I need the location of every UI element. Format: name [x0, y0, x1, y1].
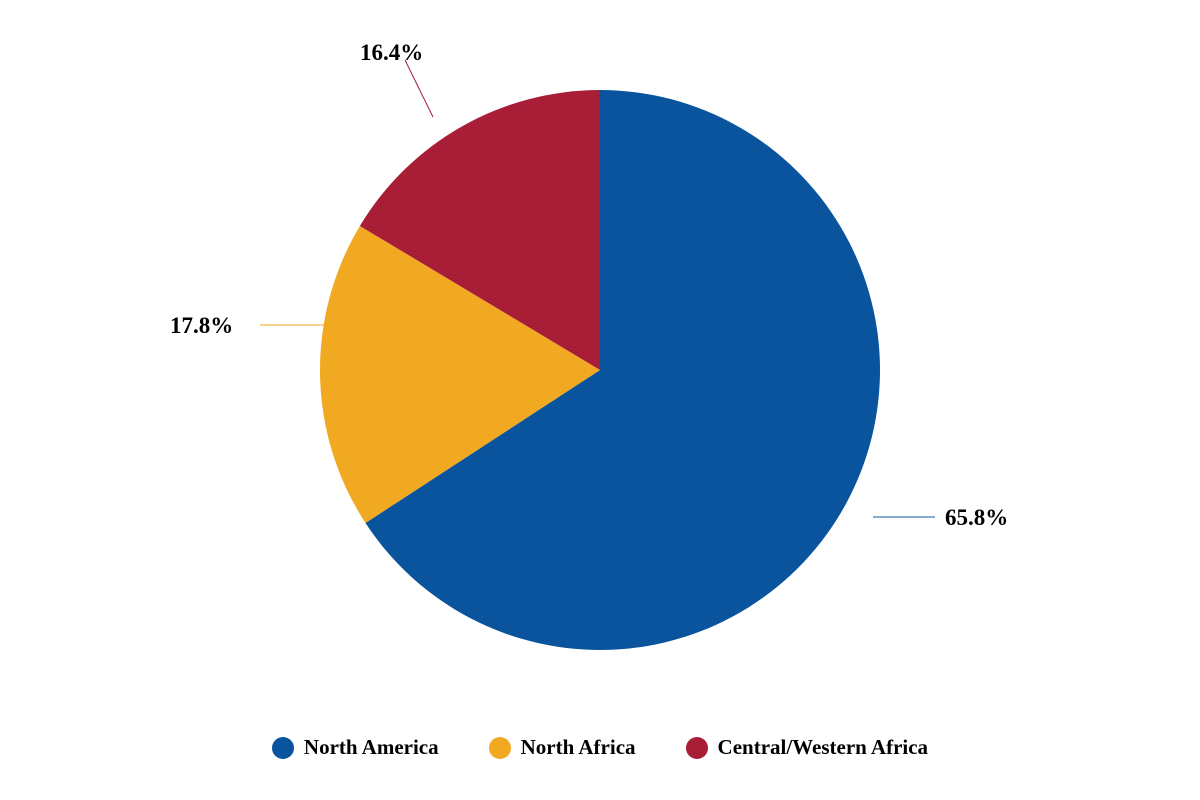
- chart-legend: North America North Africa Central/Western…: [0, 735, 1200, 760]
- slice-percent-label: 65.8%: [945, 505, 1008, 531]
- slice-percent-label: 16.4%: [360, 40, 423, 66]
- legend-swatch-icon: [686, 737, 708, 759]
- legend-item: North America: [272, 735, 439, 760]
- pie-chart-container: 65.8% 17.8% 16.4% North America North Afric…: [0, 0, 1200, 800]
- legend-label: North Africa: [521, 735, 636, 760]
- legend-item: North Africa: [489, 735, 636, 760]
- legend-item: Central/Western Africa: [686, 735, 929, 760]
- slice-percent-label: 17.8%: [170, 313, 233, 339]
- leader-line: [405, 60, 433, 117]
- legend-swatch-icon: [489, 737, 511, 759]
- legend-label: North America: [304, 735, 439, 760]
- pie-chart-svg: [0, 0, 1200, 800]
- legend-swatch-icon: [272, 737, 294, 759]
- legend-label: Central/Western Africa: [718, 735, 929, 760]
